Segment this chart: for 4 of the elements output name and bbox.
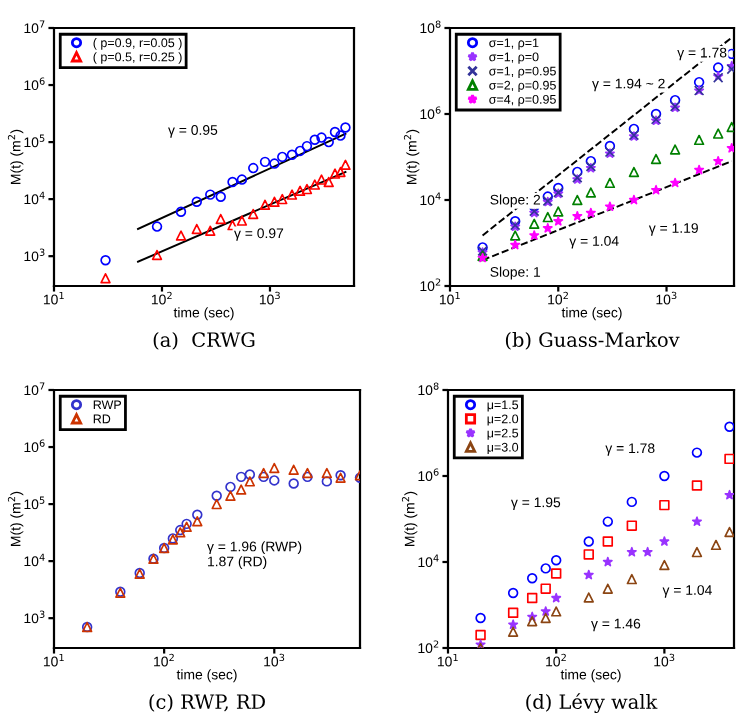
text: (b) Guass-Markov bbox=[505, 331, 680, 350]
text: (c) RWP, RD bbox=[149, 693, 265, 712]
text: (a) CRWG bbox=[153, 331, 255, 350]
text: (d) Lévy walk bbox=[526, 693, 658, 714]
